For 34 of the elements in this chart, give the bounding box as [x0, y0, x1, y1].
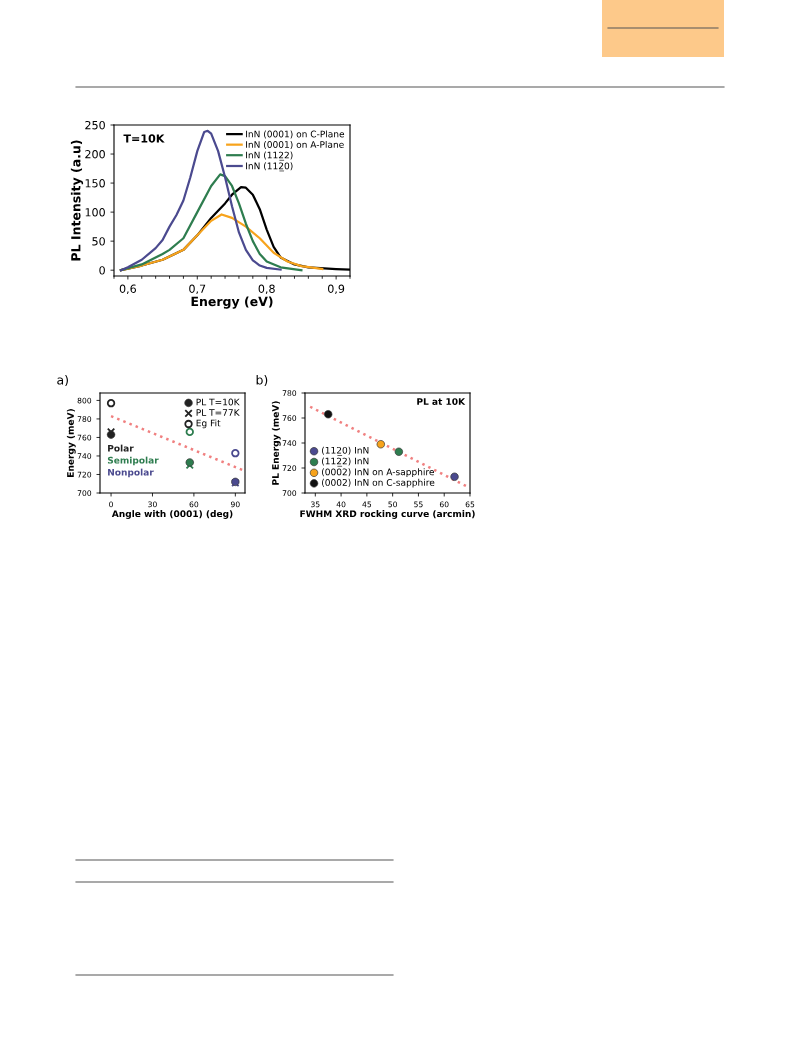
- legend-label: Eg Fit: [196, 419, 221, 429]
- annotation: Semipolar: [107, 456, 159, 466]
- x-tick-label: 0,8: [258, 284, 275, 295]
- y-axis-title: PL Energy (meV): [271, 401, 281, 485]
- chart-title: b): [256, 374, 268, 387]
- y-axis-title: PL Intensity (a.u): [70, 140, 84, 261]
- x-tick-label: 0,6: [119, 284, 137, 295]
- annotation: Polar: [108, 444, 134, 452]
- annotation: T=10K: [123, 134, 165, 143]
- legend-label: (0002) InN on C-sapphire: [322, 478, 435, 488]
- legend-label: PL T=10K: [196, 398, 240, 406]
- chart-title: a): [57, 374, 68, 387]
- y-tick-label: 200: [85, 150, 105, 159]
- y-tick-label: 150: [85, 179, 105, 188]
- legend-label: InN (112̲2): [246, 151, 293, 161]
- legend-label: InN (0001) on C-Plane: [246, 130, 345, 139]
- legend-label: (0002) InN on A-sapphire: [322, 468, 434, 478]
- annotation: Nonpolar: [108, 468, 154, 478]
- x-axis-title: Angle with (0001) (deg): [111, 510, 233, 519]
- annotation: PL at 10K: [417, 398, 466, 405]
- x-tick-label: 0,7: [189, 284, 206, 295]
- legend-label: InN (0001) on A-Plane: [246, 140, 344, 150]
- y-tick-label: 0: [99, 266, 105, 275]
- legend-label: PL T=77K: [196, 409, 240, 416]
- x-axis-title: FWHM XRD rocking curve (arcmin): [300, 510, 475, 519]
- x-axis-title: Energy (eV): [191, 296, 273, 309]
- y-tick-label: 250: [85, 120, 105, 130]
- legend-label: (112̲2) InN: [322, 457, 369, 467]
- y-tick-label: 50: [92, 237, 105, 246]
- y-tick-label: 100: [85, 208, 105, 217]
- y-axis-title: Energy (meV): [66, 409, 76, 477]
- x-tick-label: 0,9: [328, 284, 345, 295]
- legend-label: InN (112̲0): [246, 162, 293, 172]
- legend-label: (112̲0) InN: [322, 446, 369, 456]
